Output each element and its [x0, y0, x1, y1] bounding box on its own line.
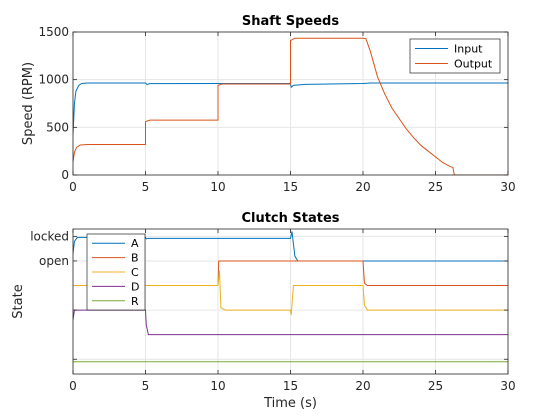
y-tick-label: locked — [30, 229, 69, 243]
x-tick-label: 10 — [210, 180, 225, 194]
series-line-d — [73, 309, 508, 336]
y-axis-label: Speed (RPM) — [21, 62, 36, 145]
y-tick-label: open — [39, 254, 69, 268]
legend: Input Output — [409, 38, 501, 74]
y-axis-label: State — [11, 284, 26, 318]
legend-label: R — [131, 295, 139, 308]
legend-label: D — [131, 280, 139, 293]
chart-title: Shaft Speeds — [242, 14, 339, 29]
x-tick-label: 20 — [355, 379, 370, 393]
series-line-input — [73, 82, 508, 135]
x-tick-label: 10 — [210, 379, 225, 393]
x-tick-label: 5 — [142, 379, 150, 393]
x-tick-label: 25 — [428, 180, 443, 194]
series-line-c — [73, 270, 508, 316]
x-tick-label: 15 — [283, 180, 298, 194]
legend-label: A — [131, 237, 139, 250]
y-tick-label: 500 — [46, 120, 69, 134]
x-tick-label: 25 — [428, 379, 443, 393]
legend-label: C — [131, 266, 139, 279]
x-tick-label: 15 — [283, 379, 298, 393]
legend-label: B — [131, 252, 139, 265]
y-tick-label: 1000 — [38, 73, 69, 87]
x-tick-label: 30 — [500, 180, 515, 194]
chart-title: Clutch States — [241, 211, 339, 226]
x-tick-label: 0 — [69, 180, 77, 194]
x-tick-label: 20 — [355, 180, 370, 194]
series-line-a — [73, 231, 508, 262]
x-tick-label: 30 — [500, 379, 515, 393]
legend-label: Output — [454, 58, 493, 71]
y-tick-label: 0 — [61, 168, 69, 182]
chart-1: 0 5 10 15 20 25 30 open locked Clutch States Time … — [11, 211, 516, 411]
legend-box — [409, 38, 501, 74]
y-tick-label: 1500 — [38, 25, 69, 39]
series-line-output — [73, 37, 508, 175]
x-tick-label: 0 — [69, 379, 77, 393]
chart-0: 0 5 10 15 20 25 30 0 500 1000 1500 Shaft Speeds Spee… — [21, 14, 516, 194]
x-axis-label: Time (s) — [263, 396, 317, 411]
legend-label: Input — [454, 43, 483, 56]
x-tick-label: 5 — [142, 180, 150, 194]
